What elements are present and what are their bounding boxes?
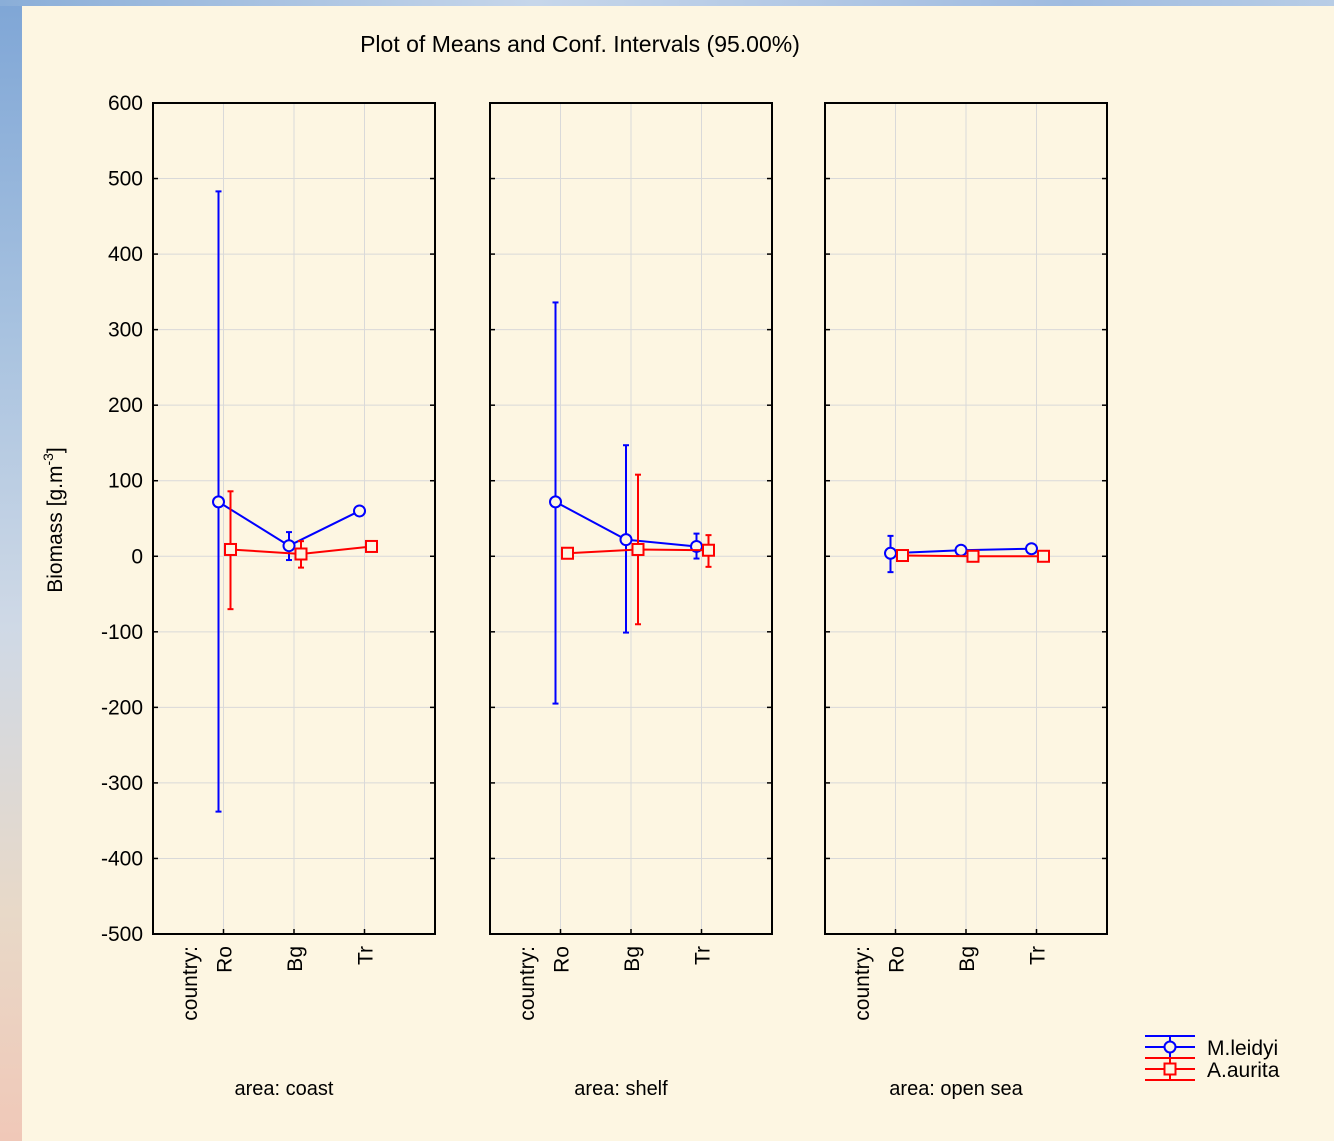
x-tick-label: Ro (886, 946, 909, 973)
marker (968, 551, 979, 562)
x-tick-label: Ro (214, 946, 237, 973)
legend-label: M.leidyi (1207, 1037, 1278, 1060)
y-tick-label: 400 (108, 243, 143, 266)
y-tick-label: -500 (101, 923, 143, 946)
panel-label: area: coast (235, 1078, 334, 1100)
y-tick-label: -100 (101, 621, 143, 644)
x-tick-label: Tr (355, 946, 378, 965)
marker (1165, 1042, 1176, 1053)
y-tick-label: 0 (131, 545, 143, 568)
y-tick-label: 500 (108, 168, 143, 191)
y-tick-label: -200 (101, 696, 143, 719)
x-tick-label: Bg (284, 946, 307, 972)
marker (897, 550, 908, 561)
y-axis-label: Biomass [g.m-3] (40, 447, 67, 593)
y-tick-label: -300 (101, 772, 143, 795)
panel-label: area: open sea (889, 1078, 1023, 1100)
y-tick-label: -400 (101, 847, 143, 870)
x-axis-label: country: (516, 946, 539, 1021)
marker (633, 544, 644, 555)
y-tick-label: 600 (108, 92, 143, 115)
marker (621, 534, 632, 545)
marker (1038, 551, 1049, 562)
marker (284, 540, 295, 551)
marker (550, 496, 561, 507)
marker (354, 505, 365, 516)
x-tick-label: Bg (956, 946, 979, 972)
marker (366, 541, 377, 552)
marker (562, 548, 573, 559)
panel-label: area: shelf (574, 1078, 668, 1100)
chart-title: Plot of Means and Conf. Intervals (95.00… (360, 31, 800, 57)
y-tick-label: 200 (108, 394, 143, 417)
y-axis-label-end: ] (44, 447, 67, 453)
x-tick-label: Tr (1027, 946, 1050, 965)
page: {"chart_data": { "type": "line", "title"… (0, 0, 1334, 1141)
y-axis-label-sup: -3 (40, 453, 56, 466)
marker (296, 549, 307, 560)
marker (225, 544, 236, 555)
x-axis-label: country: (851, 946, 874, 1021)
marker (956, 545, 967, 556)
legend-label: A.aurita (1207, 1059, 1280, 1082)
x-axis-label: country: (179, 946, 202, 1021)
chart: Plot of Means and Conf. Intervals (95.00… (0, 0, 1334, 1141)
y-axis-label-text: Biomass [g.m (44, 466, 67, 593)
marker (885, 548, 896, 559)
marker (1165, 1064, 1176, 1075)
y-tick-label: 300 (108, 319, 143, 342)
marker (213, 496, 224, 507)
x-tick-label: Ro (551, 946, 574, 973)
marker (703, 545, 714, 556)
x-tick-label: Tr (692, 946, 715, 965)
x-tick-label: Bg (621, 946, 644, 972)
marker (1026, 543, 1037, 554)
y-tick-label: 100 (108, 470, 143, 493)
